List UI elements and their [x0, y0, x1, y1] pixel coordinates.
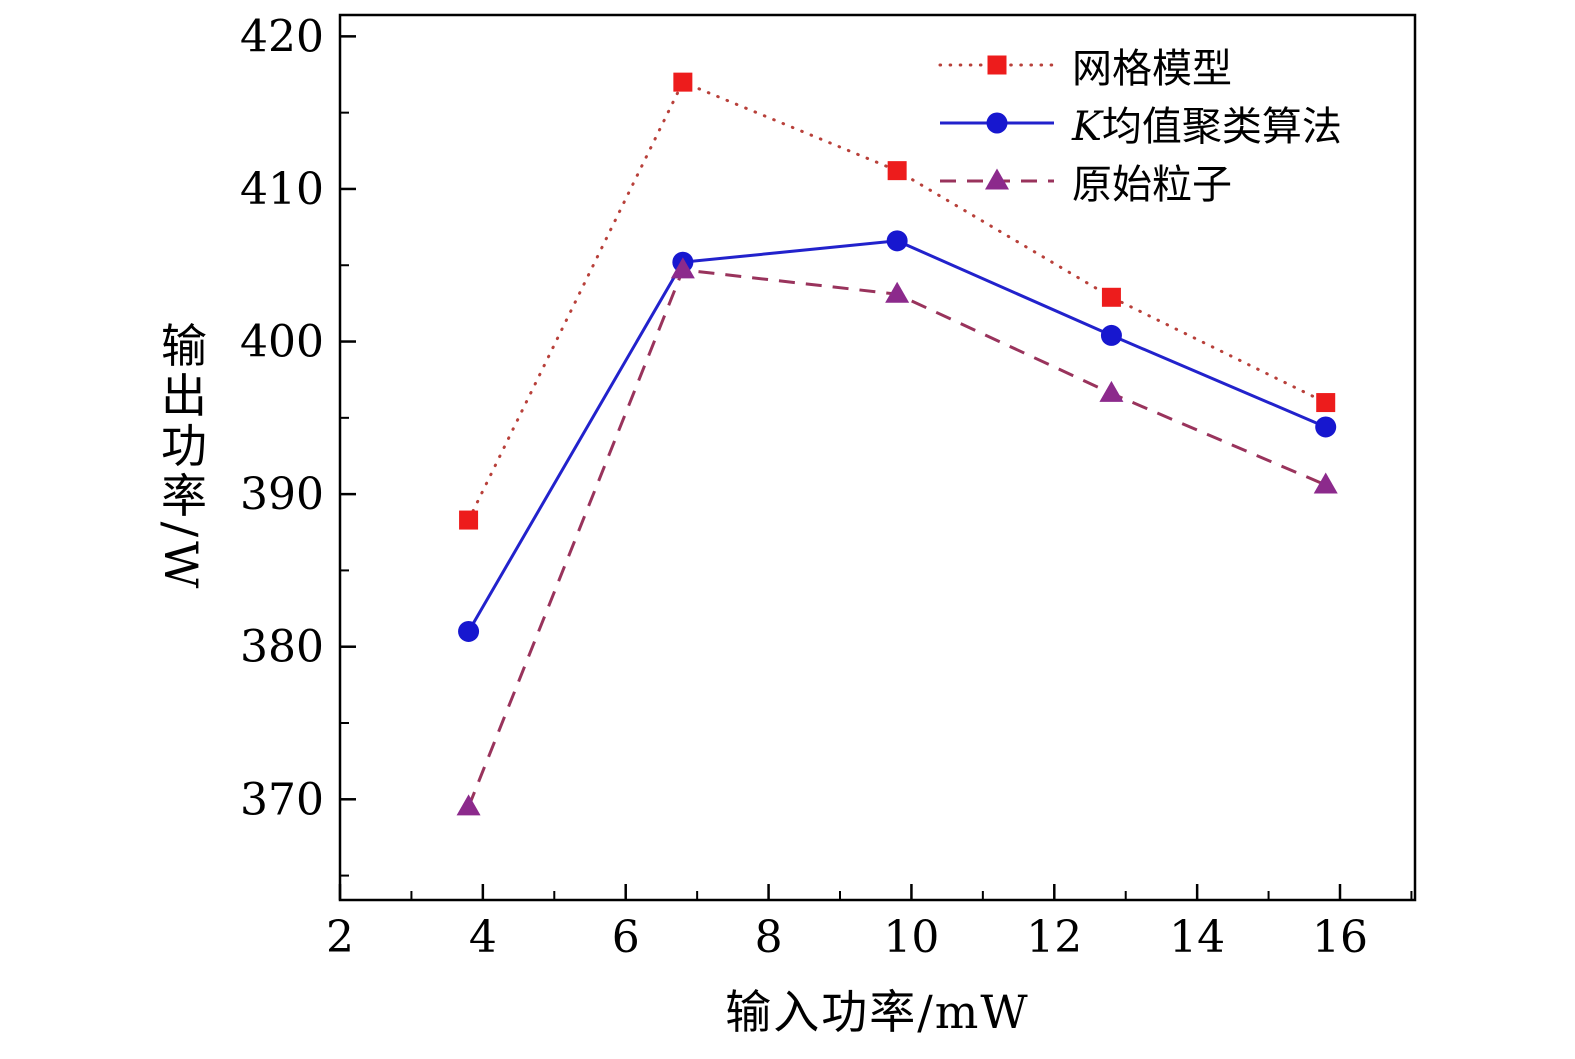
legend-sample-square [938, 55, 1056, 75]
y-tick-label: 390 [240, 469, 324, 520]
plot-border [338, 13, 1417, 902]
legend-item-0: 网格模型 [938, 36, 1342, 94]
legend-sample-circle [940, 112, 1054, 134]
legend-sample-triangle [940, 168, 1054, 190]
marker-triangle [885, 281, 910, 303]
marker-circle [458, 620, 480, 642]
legend: 网格模型 K均值聚类算法 原始粒子 [938, 36, 1342, 210]
marker-triangle [1313, 472, 1338, 494]
marker-square [1316, 393, 1336, 413]
marker-square [887, 161, 907, 181]
x-tick-label: 16 [1312, 912, 1368, 963]
series-line-2 [467, 268, 1327, 808]
y-tick-label: 400 [240, 317, 324, 368]
x-tick-label: 4 [469, 912, 497, 963]
legend-label-0: 网格模型 [1072, 46, 1232, 92]
marker-square [459, 510, 479, 530]
marker-triangle [1099, 380, 1124, 402]
y-axis-title: 输出功率/W [154, 321, 208, 593]
x-tick-label: 14 [1169, 912, 1225, 963]
y-tick-label: 370 [240, 774, 324, 825]
x-axis-title: 输入功率/mW [725, 985, 1030, 1039]
y-tick-label: 380 [240, 622, 324, 673]
marker-circle [1100, 324, 1122, 346]
marker-triangle [670, 257, 695, 279]
x-tick-label: 12 [1026, 912, 1082, 963]
legend-item-2: 原始粒子 [938, 152, 1342, 210]
y-tick-label: 420 [240, 11, 324, 62]
x-tick-label: 8 [755, 912, 783, 963]
marker-square [673, 72, 693, 92]
legend-marker-circle [986, 112, 1008, 134]
legend-label-2: 原始粒子 [1072, 162, 1232, 208]
x-tick-label: 6 [612, 912, 640, 963]
y-tick-label: 410 [240, 164, 324, 215]
legend-item-1: K均值聚类算法 [938, 94, 1342, 152]
legend-marker-square [987, 55, 1007, 75]
marker-square [1101, 287, 1121, 307]
legend-marker-triangle [985, 168, 1009, 190]
series-line-0 [467, 80, 1328, 522]
marker-triangle [456, 794, 481, 816]
x-tick-label: 10 [883, 912, 939, 963]
marker-circle [1315, 416, 1337, 438]
x-tick-label: 2 [326, 912, 354, 963]
marker-circle [886, 230, 908, 252]
legend-label-1: K均值聚类算法 [1072, 104, 1342, 150]
